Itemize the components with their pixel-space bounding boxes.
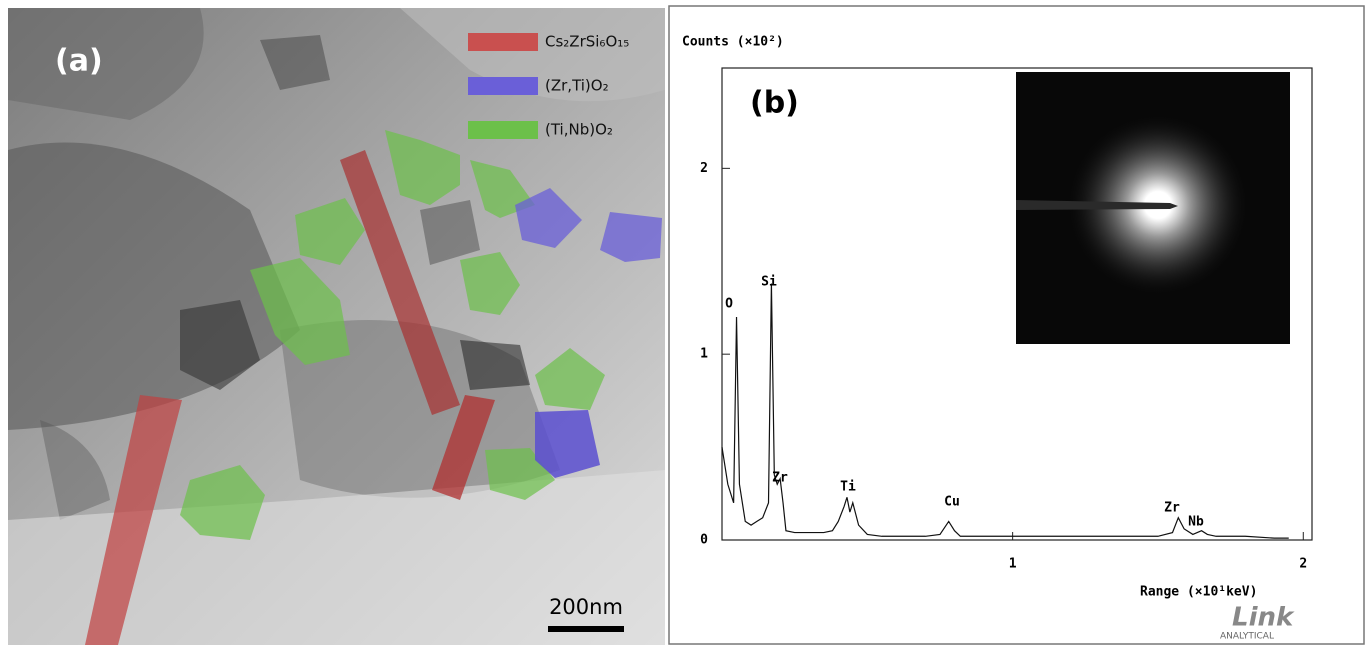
scale-bar <box>548 626 624 632</box>
peak-label: O <box>725 297 733 312</box>
y-tick-label: 1 <box>700 347 708 362</box>
plot-frame <box>721 67 1313 541</box>
peak-label: Si <box>761 275 777 290</box>
legend-swatch <box>468 33 538 51</box>
peak-label: Cu <box>944 495 960 510</box>
peak-label: Zr <box>1164 501 1180 516</box>
logo-sub: ANALYTICAL <box>1220 632 1274 642</box>
panel-label: (a) <box>55 44 103 79</box>
beam-stop <box>1016 200 1178 210</box>
y-tick-label: 2 <box>700 161 708 176</box>
logo: Link <box>1232 603 1295 633</box>
peak-label: Zr <box>772 471 788 486</box>
legend-label: Cs₂ZrSi₆O₁₅ <box>545 33 629 51</box>
panel-label: (b) <box>750 86 799 121</box>
legend: Cs₂ZrSi₆O₁₅ (Zr,Ti)O₂ (Ti,Nb)O₂ <box>468 33 629 139</box>
scale-bar-label: 200nm <box>549 595 623 619</box>
chart-title: Counts (×10²) <box>682 35 784 50</box>
peak-label: Ti <box>840 480 856 495</box>
peak-label: Nb <box>1188 515 1204 530</box>
legend-swatch <box>468 77 538 95</box>
x-tick-label: 2 <box>1299 557 1307 572</box>
y-tick-label: 0 <box>700 533 708 548</box>
x-tick-label: 1 <box>1009 557 1017 572</box>
legend-swatch <box>468 121 538 139</box>
micrograph <box>8 8 665 645</box>
spectrum <box>721 283 1289 539</box>
x-axis-label: Range (×10¹keV) <box>1140 585 1257 600</box>
legend-label: (Ti,Nb)O₂ <box>545 121 613 139</box>
legend-label: (Zr,Ti)O₂ <box>545 77 609 95</box>
